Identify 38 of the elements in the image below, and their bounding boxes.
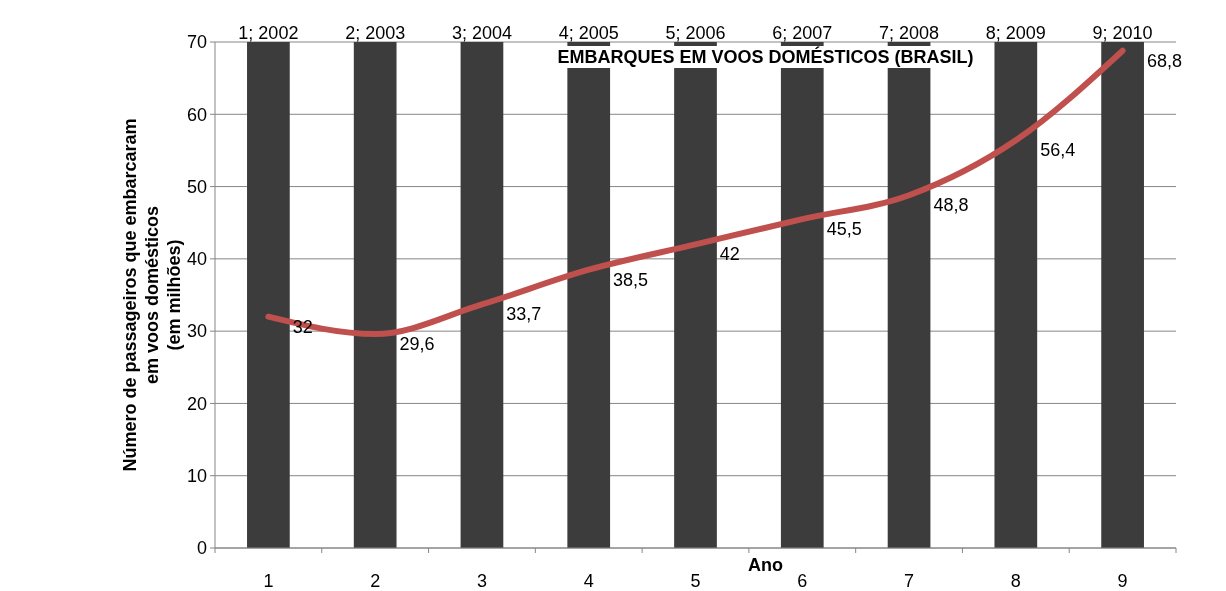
x-tick-label: 9 <box>1117 571 1128 591</box>
data-label: 68,8 <box>1146 50 1183 71</box>
y-tick-label: 0 <box>196 538 207 559</box>
y-tick-label: 50 <box>186 176 207 197</box>
y-tick-label: 10 <box>186 466 207 487</box>
y-tick-label: 70 <box>186 32 207 53</box>
x-tick-label: 6 <box>797 571 808 591</box>
annotation: 9; 2010 <box>1092 23 1153 43</box>
data-label: 33,7 <box>506 304 542 325</box>
annotation: 5; 2006 <box>665 23 726 43</box>
x-tick-label: 2 <box>370 571 381 591</box>
annotation: 8; 2009 <box>985 23 1046 43</box>
x-tick-label: 4 <box>583 571 594 591</box>
x-tick-label: 3 <box>476 571 487 591</box>
data-label: 29,6 <box>399 334 435 355</box>
y-axis-title: Número de passageiros que embarcaram em voos domésticos (em milhões) <box>120 118 184 472</box>
y-tick-label: 40 <box>186 249 207 270</box>
data-label: 42 <box>719 244 740 265</box>
data-label: 38,5 <box>613 269 649 290</box>
y-tick-label: 20 <box>186 393 207 414</box>
annotation: 7; 2008 <box>879 23 940 43</box>
x-tick-label: 1 <box>263 571 274 591</box>
data-label: 45,5 <box>826 219 862 240</box>
y-tick-label: 60 <box>186 104 207 125</box>
x-tick-label: 5 <box>690 571 701 591</box>
annotation: 1; 2002 <box>238 23 299 43</box>
data-label: 48,8 <box>933 195 969 216</box>
chart-title: EMBARQUES EM VOOS DOMÉSTICOS (BRASIL) <box>557 46 974 67</box>
x-axis-title: Ano <box>748 555 783 575</box>
annotation: 2; 2003 <box>345 23 406 43</box>
annotation: 3; 2004 <box>451 23 512 43</box>
x-tick-label: 7 <box>904 571 915 591</box>
data-label: 56,4 <box>1040 140 1076 161</box>
x-tick-label: 8 <box>1010 571 1021 591</box>
y-tick-label: 30 <box>186 321 207 342</box>
annotation: 4; 2005 <box>558 23 619 43</box>
annotation: 6; 2007 <box>772 23 833 43</box>
data-label: 32 <box>292 316 313 337</box>
